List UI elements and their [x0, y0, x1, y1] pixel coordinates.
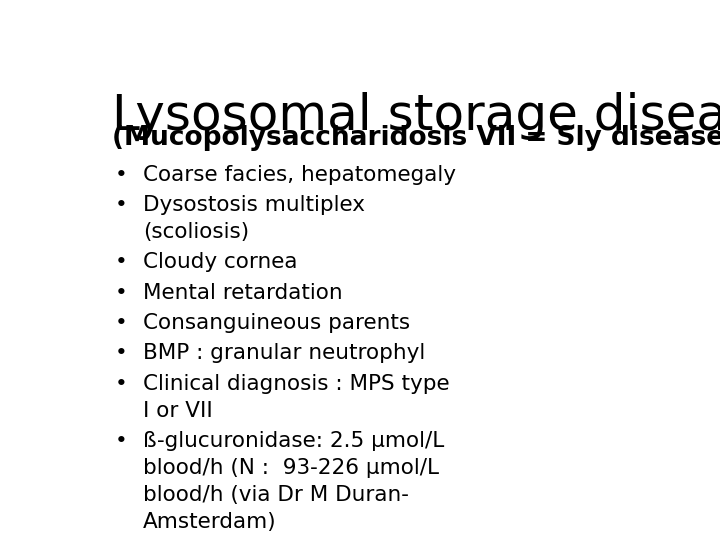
Text: •: • [114, 343, 127, 363]
Text: Clinical diagnosis : MPS type: Clinical diagnosis : MPS type [143, 374, 449, 394]
Text: •: • [114, 431, 127, 451]
Text: (Mucopolysaccharidosis VII = Sly disease): (Mucopolysaccharidosis VII = Sly disease… [112, 125, 720, 151]
Text: blood/h (via Dr M Duran-: blood/h (via Dr M Duran- [143, 485, 409, 505]
Text: ß-glucuronidase: 2.5 μmol/L: ß-glucuronidase: 2.5 μmol/L [143, 431, 444, 451]
Text: •: • [114, 252, 127, 272]
Text: •: • [114, 282, 127, 303]
Text: Cloudy cornea: Cloudy cornea [143, 252, 297, 272]
Text: Coarse facies, hepatomegaly: Coarse facies, hepatomegaly [143, 165, 456, 185]
Text: Dysostosis multiplex: Dysostosis multiplex [143, 195, 365, 215]
Text: I or VII: I or VII [143, 401, 213, 421]
Text: •: • [114, 165, 127, 185]
Text: (scoliosis): (scoliosis) [143, 222, 249, 242]
Text: •: • [114, 195, 127, 215]
Text: Amsterdam): Amsterdam) [143, 512, 276, 532]
Text: •: • [114, 374, 127, 394]
Text: blood/h (N :  93-226 μmol/L: blood/h (N : 93-226 μmol/L [143, 458, 439, 478]
Text: •: • [114, 313, 127, 333]
Text: Mental retardation: Mental retardation [143, 282, 343, 303]
Text: BMP : granular neutrophyl: BMP : granular neutrophyl [143, 343, 426, 363]
Text: Lysosomal storage disease: Lysosomal storage disease [112, 92, 720, 140]
Text: Consanguineous parents: Consanguineous parents [143, 313, 410, 333]
